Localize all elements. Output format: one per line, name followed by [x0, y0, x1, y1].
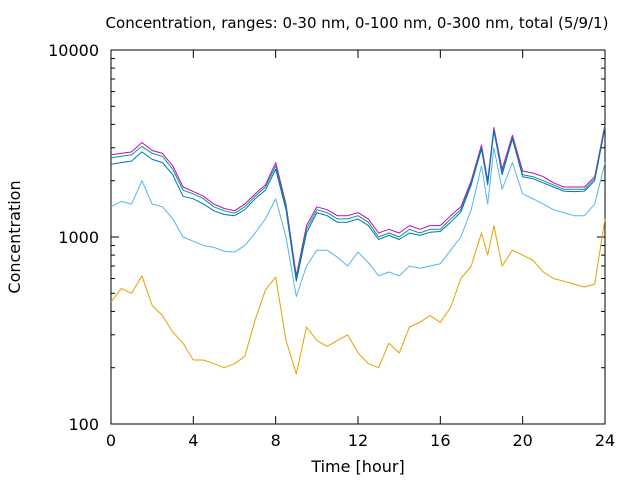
y-tick-labels: 100 1000 10000: [48, 41, 99, 434]
x-tick-label: 20: [512, 431, 532, 450]
series-line-5: [110, 218, 606, 375]
series-line-4: [110, 147, 606, 298]
series-group: [110, 124, 606, 375]
x-tick-label: 4: [188, 431, 198, 450]
axis-ticks: [110, 49, 606, 425]
x-axis-label: Time [hour]: [310, 457, 404, 476]
y-tick-label: 10000: [48, 41, 99, 60]
chart-title: Concentration, ranges: 0-30 nm, 0-100 nm…: [106, 14, 609, 32]
series-line-1: [110, 124, 606, 277]
plot-frame: [110, 49, 606, 425]
series-line-2: [110, 126, 606, 279]
x-tick-label: 16: [430, 431, 450, 450]
y-tick-label: 100: [68, 415, 99, 434]
x-tick-label: 8: [271, 431, 281, 450]
x-tick-label: 0: [106, 431, 116, 450]
x-tick-labels: 0 4 8 12 16 20 24: [106, 431, 615, 450]
x-tick-label: 24: [595, 431, 615, 450]
y-axis-label: Concentration: [5, 180, 24, 293]
y-tick-label: 1000: [58, 228, 99, 247]
series-line-3: [110, 127, 606, 282]
x-tick-label: 12: [348, 431, 368, 450]
